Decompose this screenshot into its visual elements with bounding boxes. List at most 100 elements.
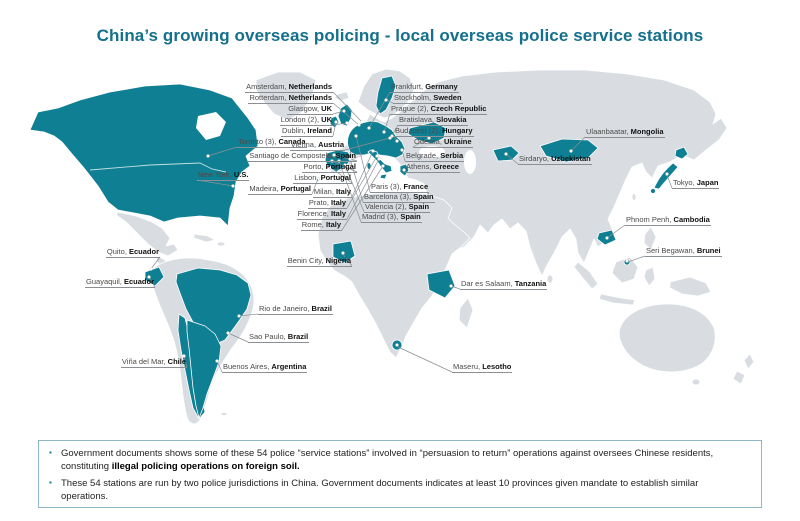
- country-name: Spain: [408, 202, 430, 211]
- region-australia: [618, 303, 716, 373]
- map-label: Florence, Italy: [296, 209, 347, 220]
- map-label: Valencia (2), Spain: [364, 202, 431, 213]
- region-ecuador: [144, 266, 165, 287]
- country-name: Italy: [330, 198, 346, 207]
- station-dot: [395, 343, 399, 347]
- leader-line: [342, 253, 353, 267]
- leader-line: [183, 355, 188, 368]
- city-name: Paris (3),: [371, 182, 404, 191]
- city-name: Valencia (2),: [365, 202, 409, 211]
- region-hispaniola: [216, 241, 226, 247]
- region-sulawesi: [643, 266, 656, 287]
- station-dot: [182, 354, 186, 358]
- country-name: Germany: [425, 82, 458, 91]
- station-dot: [341, 251, 345, 255]
- leader-line: [412, 137, 430, 148]
- station-dot: [382, 130, 386, 134]
- station-dot: [390, 134, 394, 138]
- map-label: Athens, Greece: [405, 162, 460, 173]
- city-name: Madrid (3),: [362, 212, 401, 221]
- station-dot: [215, 359, 219, 363]
- map-label: Prague (2), Czech Republic: [390, 104, 488, 115]
- leader-line: [344, 137, 391, 151]
- country-name: Spain: [413, 192, 434, 201]
- leader-line: [606, 224, 626, 239]
- city-name: Rome,: [301, 220, 326, 229]
- map-label: Milan, Italy: [312, 187, 352, 198]
- region-mongolia: [539, 138, 599, 163]
- station-dot: [354, 134, 358, 138]
- map-label: Toronto (3), Canada: [237, 137, 307, 148]
- station-dot: [345, 121, 349, 125]
- country-name: UK: [321, 115, 332, 124]
- country-name: Spain: [335, 151, 356, 160]
- country-name: Chile: [167, 357, 186, 366]
- note-text: These 54 stations are run by two police …: [61, 478, 699, 502]
- city-name: Sirdaryo,: [519, 154, 552, 163]
- region-africa: [317, 191, 471, 359]
- station-dot: [381, 164, 385, 168]
- leader-line: [401, 149, 406, 162]
- city-name: Dar es Salaam,: [461, 279, 515, 288]
- leader-line: [338, 160, 362, 223]
- world-map-svg: [29, 68, 755, 425]
- city-name: Toronto (3),: [238, 137, 279, 146]
- map-label: Seri Begawan, Brunei: [645, 246, 722, 257]
- city-name: Milan,: [313, 187, 336, 196]
- map-label: Belgrade, Serbia: [405, 151, 465, 162]
- country-name: Austria: [318, 140, 344, 149]
- region-philippines: [643, 226, 657, 251]
- country-name: Canada: [278, 137, 306, 146]
- country-name: Tanzania: [514, 279, 547, 288]
- city-name: Rotterdam,: [249, 93, 289, 102]
- map-label: Guayaquil, Ecuador: [85, 277, 155, 288]
- city-name: Bratislava,: [399, 115, 437, 124]
- country-name: France: [403, 182, 429, 191]
- station-dot: [348, 157, 352, 161]
- map-label: Lisbon, Portugal: [293, 173, 352, 184]
- leader-line: [332, 110, 345, 115]
- leader-line: [216, 360, 223, 373]
- region-taiwan: [631, 193, 637, 201]
- note-text-bold: illegal policing operations on foreign s…: [111, 460, 300, 472]
- region-argentina: [186, 319, 222, 419]
- leader-line: [666, 174, 673, 189]
- region-sicily: [379, 173, 388, 180]
- leader-line: [227, 332, 249, 343]
- city-name: Budapest (2),: [395, 126, 443, 135]
- map-label: Madeira, Portugal: [248, 184, 312, 195]
- station-dot: [569, 149, 573, 153]
- station-dot: [377, 157, 381, 161]
- country-name: Greece: [433, 162, 459, 171]
- map-label: Santiago de Compostela, Spain: [248, 151, 357, 162]
- map-label: Rio de Janeiro, Brazil: [258, 304, 333, 315]
- region-canada-usa: [29, 83, 259, 227]
- country-name: Lesotho: [482, 362, 512, 371]
- map-label: Dar es Salaam, Tanzania: [460, 279, 548, 290]
- city-name: Lisbon,: [294, 173, 321, 182]
- city-name: Prato,: [308, 198, 331, 207]
- country-name: Cambodia: [673, 215, 710, 224]
- leader-line: [368, 91, 391, 129]
- region-borneo: [611, 256, 639, 284]
- station-dot: [231, 184, 235, 188]
- city-name: Glasgow,: [288, 104, 322, 113]
- city-name: Viña del Mar,: [121, 357, 168, 366]
- country-name: Ecuador: [123, 277, 154, 286]
- inland-seas: [419, 146, 476, 174]
- region-mexico: [115, 211, 179, 257]
- station-dot: [449, 284, 453, 288]
- city-name: Tokyo,: [673, 178, 697, 187]
- leader-line: [383, 113, 391, 133]
- leader-line: [349, 158, 364, 203]
- city-name: Seri Begawan,: [646, 246, 697, 255]
- city-name: Phnom Penh,: [626, 215, 674, 224]
- country-name: Serbia: [440, 151, 464, 160]
- caspian-sea: [464, 150, 476, 174]
- country-name: Uzbekistan: [551, 154, 591, 163]
- map-label: Glasgow, UK: [287, 104, 333, 115]
- world-map: Amsterdam, Netherlands Rotterdam, Netherl…: [0, 66, 800, 438]
- notes-list: Government documents shows some of these…: [49, 448, 747, 503]
- leader-line: [346, 155, 378, 209]
